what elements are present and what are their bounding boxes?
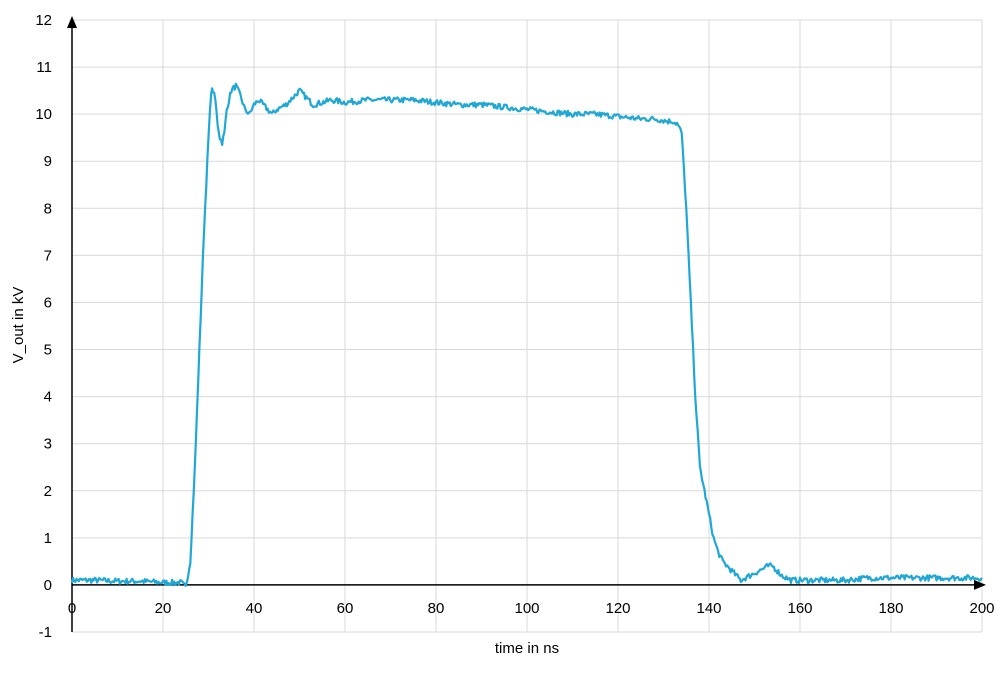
x-tick-label: 60: [337, 600, 354, 617]
y-tick-label: 1: [44, 530, 52, 547]
y-tick-label: 3: [44, 436, 52, 453]
x-tick-label: 80: [428, 600, 445, 617]
y-tick-label: 9: [44, 153, 52, 170]
y-tick-label: 8: [44, 200, 52, 217]
x-tick-label: 40: [246, 600, 263, 617]
x-tick-label: 100: [514, 600, 539, 617]
y-tick-label: 6: [44, 294, 52, 311]
series-layer: [70, 82, 983, 587]
y-tick-label: 5: [44, 342, 52, 359]
x-tick-label: 160: [787, 600, 812, 617]
x-axis-arrow: [974, 579, 986, 590]
y-tick-label: 7: [44, 247, 52, 264]
series-line-0: [70, 82, 983, 587]
x-tick-label: 200: [969, 600, 994, 617]
x-tick-label: 180: [878, 600, 903, 617]
x-tick-label: 20: [155, 600, 172, 617]
grid: [72, 19, 983, 633]
x-tick-label: 120: [605, 600, 630, 617]
axes: [67, 16, 986, 632]
y-axis-arrow: [67, 16, 77, 28]
y-axis-title: V_out in kV: [10, 287, 27, 364]
y-tick-label: 10: [35, 106, 52, 123]
x-tick-label: 0: [68, 600, 76, 617]
y-tick-label: 4: [44, 389, 52, 406]
y-tick-label: 0: [44, 577, 52, 594]
x-tick-label: 140: [696, 600, 721, 617]
y-tick-label: 2: [44, 483, 52, 500]
y-tick-label: 11: [36, 59, 52, 76]
y-tick-label: -1: [39, 624, 52, 641]
x-axis-title: time in ns: [495, 640, 559, 657]
y-tick-label: 12: [35, 12, 52, 29]
